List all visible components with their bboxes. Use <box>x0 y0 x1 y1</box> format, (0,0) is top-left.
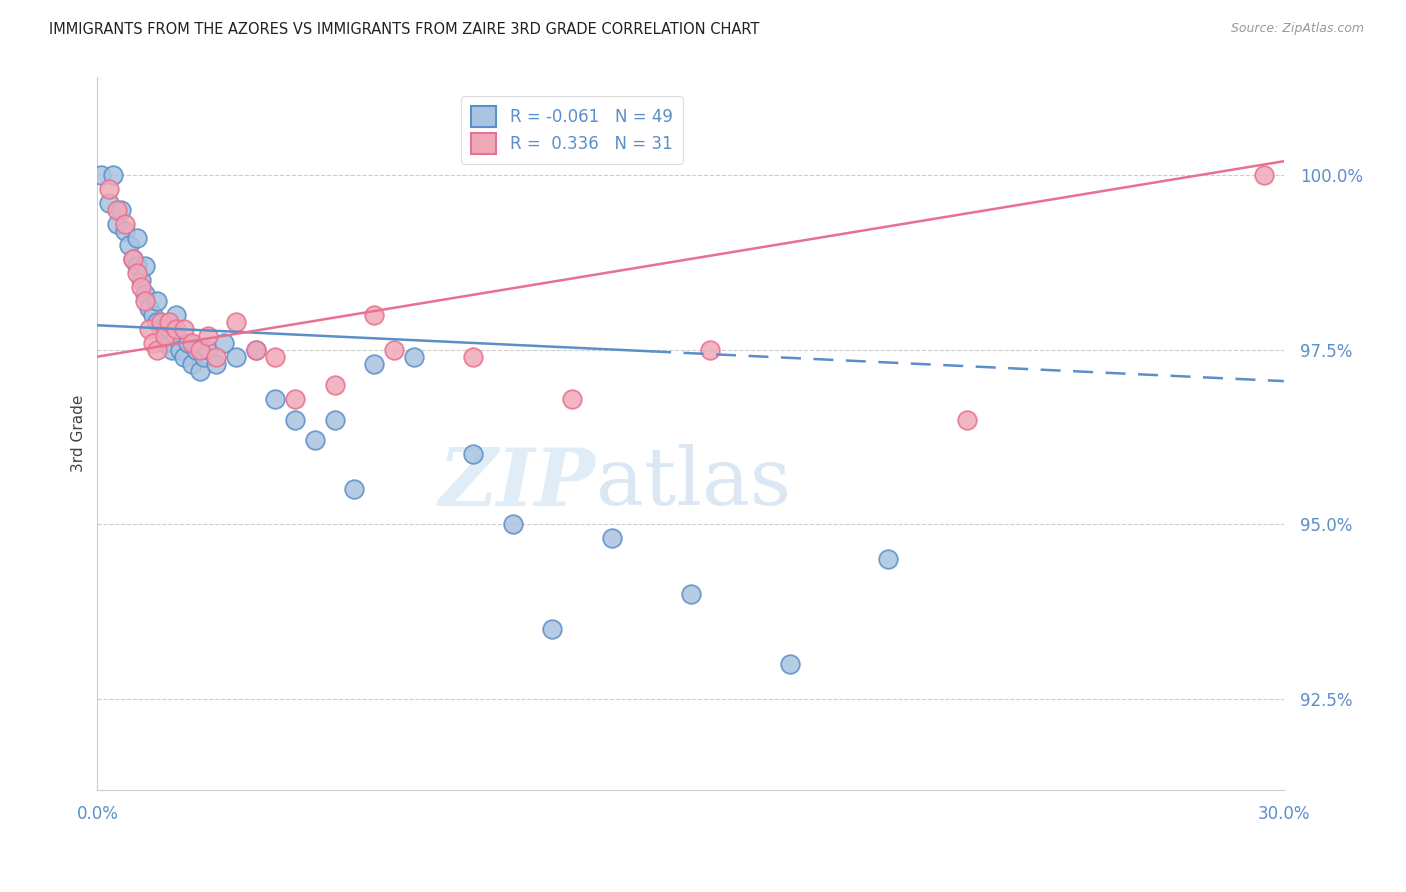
Point <box>142 335 165 350</box>
Point <box>679 587 702 601</box>
Point <box>181 335 204 350</box>
Point <box>110 203 132 218</box>
Point <box>264 350 287 364</box>
Point <box>105 217 128 231</box>
Point <box>118 238 141 252</box>
Point <box>90 168 112 182</box>
Text: Source: ZipAtlas.com: Source: ZipAtlas.com <box>1230 22 1364 36</box>
Point <box>363 308 385 322</box>
Point <box>402 350 425 364</box>
Point <box>114 217 136 231</box>
Point <box>129 280 152 294</box>
Point <box>323 412 346 426</box>
Point <box>101 168 124 182</box>
Point <box>134 293 156 308</box>
Point <box>125 259 148 273</box>
Point <box>138 322 160 336</box>
Point <box>461 447 484 461</box>
Point <box>173 322 195 336</box>
Point <box>153 328 176 343</box>
Point <box>363 357 385 371</box>
Point <box>166 322 188 336</box>
Point <box>157 315 180 329</box>
Text: ZIP: ZIP <box>439 444 596 522</box>
Point <box>173 350 195 364</box>
Point <box>205 357 228 371</box>
Point <box>956 412 979 426</box>
Point <box>114 224 136 238</box>
Point <box>197 328 219 343</box>
Point <box>145 343 167 357</box>
Point <box>600 531 623 545</box>
Y-axis label: 3rd Grade: 3rd Grade <box>72 395 86 472</box>
Point <box>98 196 121 211</box>
Point <box>134 259 156 273</box>
Point <box>122 252 145 266</box>
Point <box>193 350 215 364</box>
Point <box>157 322 180 336</box>
Point <box>284 412 307 426</box>
Point <box>98 182 121 196</box>
Point <box>162 343 184 357</box>
Point <box>149 322 172 336</box>
Point <box>125 231 148 245</box>
Point <box>699 343 721 357</box>
Point <box>125 266 148 280</box>
Text: IMMIGRANTS FROM THE AZORES VS IMMIGRANTS FROM ZAIRE 3RD GRADE CORRELATION CHART: IMMIGRANTS FROM THE AZORES VS IMMIGRANTS… <box>49 22 759 37</box>
Point <box>461 350 484 364</box>
Point <box>188 343 211 357</box>
Point <box>304 434 326 448</box>
Legend: R = -0.061   N = 49, R =  0.336   N = 31: R = -0.061 N = 49, R = 0.336 N = 31 <box>461 96 682 164</box>
Point <box>145 293 167 308</box>
Point <box>105 203 128 218</box>
Point <box>877 552 900 566</box>
Point <box>129 273 152 287</box>
Point <box>212 335 235 350</box>
Point <box>166 308 188 322</box>
Point <box>245 343 267 357</box>
Point <box>186 343 208 357</box>
Point <box>502 517 524 532</box>
Point <box>382 343 405 357</box>
Point <box>169 343 191 357</box>
Point <box>181 357 204 371</box>
Point <box>779 657 801 671</box>
Point <box>149 315 172 329</box>
Point <box>205 350 228 364</box>
Point <box>145 315 167 329</box>
Point <box>343 483 366 497</box>
Point <box>561 392 583 406</box>
Point <box>225 350 247 364</box>
Point <box>142 308 165 322</box>
Point <box>188 364 211 378</box>
Text: atlas: atlas <box>596 444 790 523</box>
Point <box>138 301 160 315</box>
Point <box>177 335 200 350</box>
Point <box>225 315 247 329</box>
Point <box>323 377 346 392</box>
Point <box>284 392 307 406</box>
Point <box>166 328 188 343</box>
Point <box>153 335 176 350</box>
Point <box>122 252 145 266</box>
Point <box>1253 168 1275 182</box>
Point <box>541 622 564 636</box>
Point <box>134 286 156 301</box>
Point <box>245 343 267 357</box>
Point <box>264 392 287 406</box>
Point <box>197 343 219 357</box>
